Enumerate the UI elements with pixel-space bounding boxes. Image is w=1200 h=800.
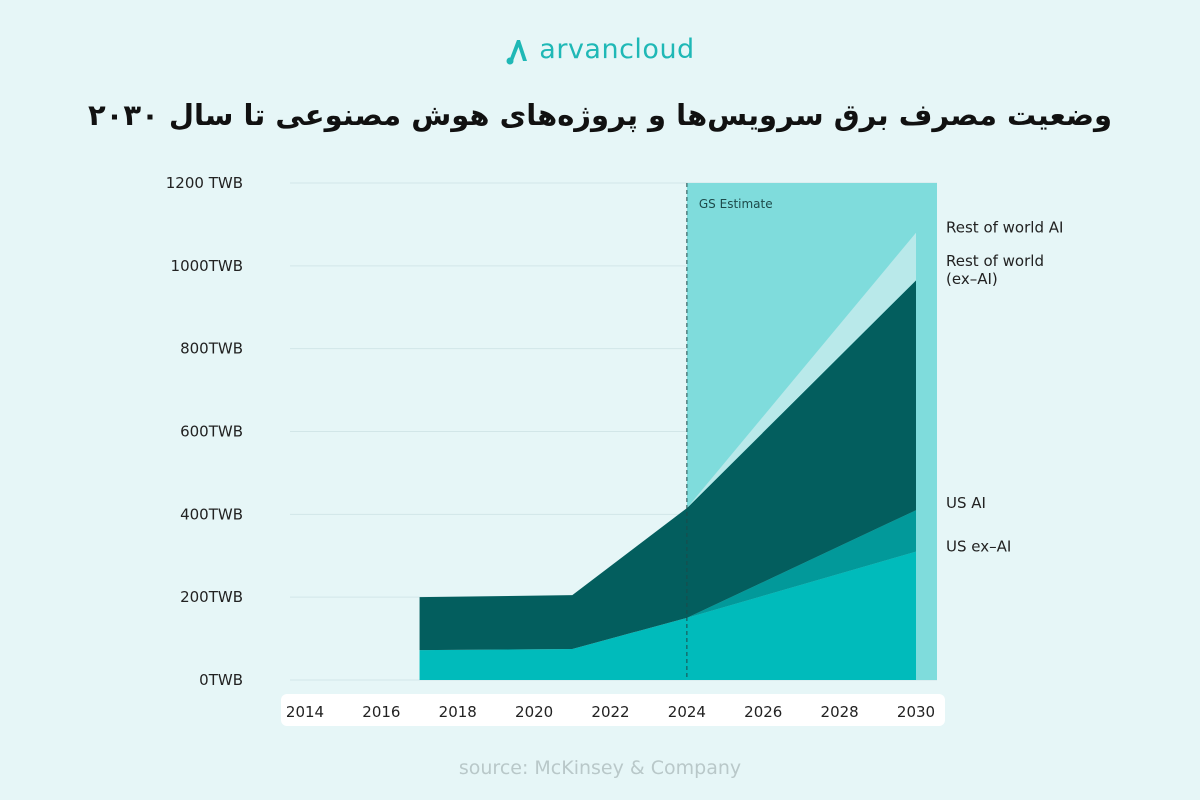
series-label-us-ai: US AI (946, 494, 986, 512)
x-tick-label: 2014 (286, 703, 324, 721)
series-label-rest-of-world-ai: Rest of world AI (946, 219, 1063, 237)
y-tick-label: 600TWB (180, 423, 243, 441)
x-axis-bar (281, 694, 945, 726)
x-tick-label: 2016 (362, 703, 400, 721)
y-tick-label: 400TWB (180, 505, 243, 523)
area-us-ai (419, 510, 916, 651)
chart-areas (419, 232, 916, 680)
area-rest-of-world-ex-ai (419, 280, 916, 651)
y-tick-label: 200TWB (180, 588, 243, 606)
brand-name: arvancloud (539, 34, 695, 65)
x-tick-label: 2020 (515, 703, 553, 721)
chart-title: وضعیت مصرف برق سرویس‌ها و پروژه‌های هوش … (87, 98, 1113, 132)
y-axis-ticks: 0TWB 200TWB 400TWB 600TWB 800TWB 1000TWB 1200 … (166, 174, 243, 689)
source-note: source: McKinsey & Company (458, 757, 742, 779)
x-axis-ticks: 2014 2016 2018 2020 2022 2024 2026 2028 2030 (286, 703, 935, 721)
series-label-rest-of-world-ex-ai: (ex–AI) (946, 270, 998, 288)
y-tick-label: 1000TWB (171, 257, 243, 275)
estimate-annotation: GS Estimate (699, 197, 773, 211)
x-tick-label: 2022 (591, 703, 629, 721)
x-tick-label: 2028 (821, 703, 859, 721)
y-tick-label: 1200 TWB (166, 174, 243, 192)
x-tick-label: 2026 (744, 703, 782, 721)
y-tick-label: 0TWB (199, 671, 243, 689)
x-tick-label: 2024 (668, 703, 706, 721)
brand-logo: arvancloud (0, 34, 1200, 65)
series-label-us-ex-ai: US ex–AI (946, 538, 1011, 556)
area-us-ex-ai (419, 551, 916, 680)
series-labels: Rest of world AI Rest of world(ex–AI) US A… (946, 219, 1063, 556)
series-label-rest-of-world-ex-ai: Rest of world (946, 252, 1044, 270)
x-tick-label: 2018 (439, 703, 477, 721)
arvancloud-logo-icon (506, 39, 528, 64)
y-tick-label: 800TWB (180, 340, 243, 358)
x-tick-label: 2030 (897, 703, 935, 721)
